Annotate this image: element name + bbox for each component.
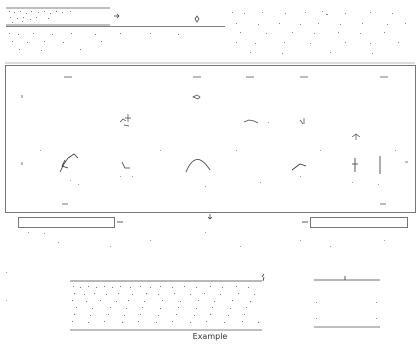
shape-slant [291, 163, 307, 171]
right-slot[interactable] [310, 217, 408, 228]
marker-icon [194, 15, 200, 23]
shape-spike-left-detail [61, 159, 69, 169]
panel-speckle [40, 122, 396, 187]
arrow-icon [114, 13, 120, 19]
shape-arc [185, 159, 211, 173]
bottom-block-text-speckle [72, 286, 259, 323]
panel-glyph-6 [351, 133, 361, 140]
shape-posts [352, 156, 381, 174]
shape-bracket [121, 161, 130, 169]
panel-glyph-4 [243, 119, 259, 124]
panel-glyph-2 [119, 118, 130, 127]
main-panel-frame [5, 65, 416, 213]
panel-shapes [59, 153, 381, 174]
pen-icon [261, 273, 265, 282]
panel-glyph-5 [299, 118, 305, 125]
down-marker-icon [207, 214, 213, 220]
panel-glyphs [119, 94, 361, 140]
mid-speckle [6, 232, 385, 301]
bottom-right-block [314, 276, 380, 328]
top-left-text-block [6, 7, 225, 51]
panel-glyph-3 [125, 114, 131, 122]
panel-glyph-1 [192, 94, 201, 100]
shape-spike-left [59, 153, 79, 173]
top-right-text-block [232, 11, 406, 54]
figure-caption: Example [192, 332, 228, 341]
left-slot[interactable] [18, 217, 115, 228]
top-left-speckle [9, 11, 179, 51]
bottom-text-block [70, 273, 265, 331]
panel-side-ticks [21, 95, 408, 205]
